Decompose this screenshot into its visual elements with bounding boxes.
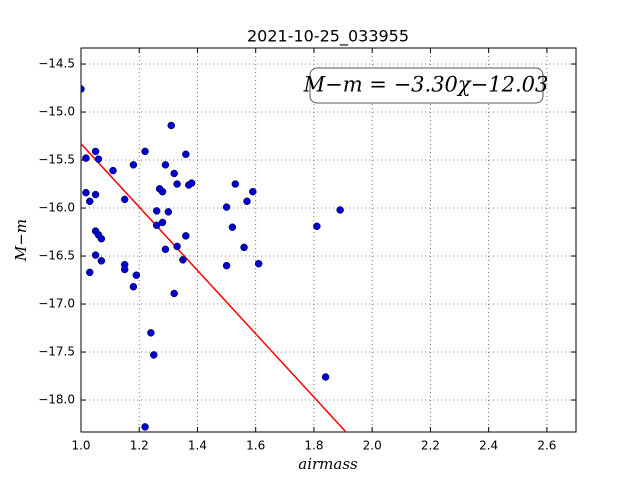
x-tick-label: 2.6 xyxy=(537,439,556,453)
data-point xyxy=(120,195,129,204)
y-tick-label: −15.0 xyxy=(38,105,75,119)
data-point xyxy=(82,188,90,197)
x-tick-label: 2.0 xyxy=(363,439,382,453)
data-point xyxy=(173,242,181,251)
data-point xyxy=(179,256,187,264)
data-point xyxy=(129,161,138,169)
annotation-box xyxy=(309,67,544,104)
data-point xyxy=(147,329,155,337)
x-tick-label: 1.8 xyxy=(304,439,323,453)
fit-line xyxy=(81,143,347,432)
data-point xyxy=(313,222,321,231)
data-point xyxy=(336,206,344,214)
data-point xyxy=(170,289,178,298)
x-tick-label: 1.6 xyxy=(246,439,265,453)
data-point xyxy=(228,223,237,231)
data-point xyxy=(155,185,164,193)
data-point xyxy=(97,235,106,243)
x-tick-label: 1.0 xyxy=(71,439,90,453)
data-point xyxy=(152,207,161,215)
data-point xyxy=(141,423,149,431)
data-point xyxy=(170,169,178,178)
y-tick-label: −15.5 xyxy=(38,153,75,167)
data-point xyxy=(120,265,129,274)
data-point xyxy=(91,147,100,156)
data-point xyxy=(182,150,190,159)
y-tick-label: −14.5 xyxy=(38,57,75,71)
data-point xyxy=(182,232,190,240)
x-tick-label: 2.2 xyxy=(421,439,440,453)
data-point xyxy=(97,257,106,265)
x-tick-label: 1.2 xyxy=(130,439,149,453)
data-point xyxy=(132,271,141,279)
y-tick-label: −17.0 xyxy=(38,297,75,311)
data-point xyxy=(85,197,94,206)
y-tick-label: −16.0 xyxy=(38,201,75,215)
data-point xyxy=(150,351,158,359)
data-point xyxy=(91,251,100,259)
x-axis-label: airmass xyxy=(298,455,358,473)
y-tick-label: −16.5 xyxy=(38,249,75,263)
data-point xyxy=(141,147,149,156)
data-point xyxy=(129,283,138,291)
data-point xyxy=(249,187,257,196)
plot-frame xyxy=(80,47,577,433)
data-point xyxy=(158,218,167,227)
y-tick-label: −18.0 xyxy=(38,393,75,407)
x-tick-label: 1.4 xyxy=(188,439,207,453)
chart-title: 2021-10-25_033955 xyxy=(247,27,409,47)
data-point xyxy=(222,261,231,270)
data-point xyxy=(94,155,103,163)
data-point xyxy=(161,161,170,169)
data-point xyxy=(254,259,263,268)
plot-area: 1.0 1.2 1.4 1.6 1.8 2.0 2.2 2.4 2.6 −14.5 −15.0 −15… xyxy=(38,47,577,453)
data-point xyxy=(82,154,90,162)
data-point xyxy=(243,197,251,206)
y-axis-label: M−m xyxy=(12,219,30,262)
data-point xyxy=(164,208,173,216)
data-point xyxy=(167,121,176,130)
annotation: M−m = −3.30χ−12.03 xyxy=(303,73,549,97)
data-point xyxy=(173,180,181,188)
data-point xyxy=(222,203,231,211)
data-point xyxy=(91,190,100,199)
data-point xyxy=(109,166,117,175)
data-point xyxy=(321,373,330,381)
data-point xyxy=(231,180,240,188)
y-tick-label: −17.5 xyxy=(38,345,75,359)
data-point xyxy=(161,245,170,254)
x-tick-label: 2.4 xyxy=(479,439,498,453)
data-point xyxy=(85,268,94,277)
data-point xyxy=(81,85,85,93)
data-point xyxy=(187,179,196,187)
data-point xyxy=(240,243,248,252)
